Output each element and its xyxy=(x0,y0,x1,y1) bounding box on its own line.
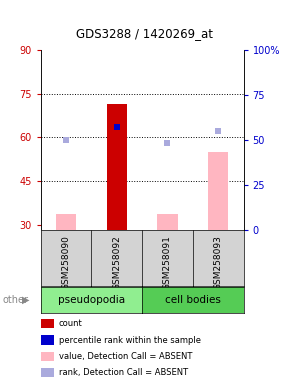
Text: GSM258091: GSM258091 xyxy=(163,235,172,290)
Text: other: other xyxy=(3,295,29,305)
Text: count: count xyxy=(59,319,83,328)
Bar xyxy=(56,214,76,230)
Bar xyxy=(41,368,54,377)
Text: value, Detection Call = ABSENT: value, Detection Call = ABSENT xyxy=(59,352,192,361)
Text: cell bodies: cell bodies xyxy=(165,295,221,305)
Bar xyxy=(157,214,177,230)
Text: rank, Detection Call = ABSENT: rank, Detection Call = ABSENT xyxy=(59,368,188,377)
Text: GSM258090: GSM258090 xyxy=(61,235,70,290)
Bar xyxy=(41,352,54,361)
Text: GSM258093: GSM258093 xyxy=(214,235,223,290)
Bar xyxy=(41,319,54,328)
Bar xyxy=(208,152,229,230)
Text: GSM258092: GSM258092 xyxy=(112,235,121,290)
Text: ▶: ▶ xyxy=(22,295,30,305)
Bar xyxy=(41,336,54,344)
Text: pseudopodia: pseudopodia xyxy=(58,295,125,305)
Text: GDS3288 / 1420269_at: GDS3288 / 1420269_at xyxy=(77,27,213,40)
Text: percentile rank within the sample: percentile rank within the sample xyxy=(59,336,201,344)
Bar xyxy=(106,104,127,230)
